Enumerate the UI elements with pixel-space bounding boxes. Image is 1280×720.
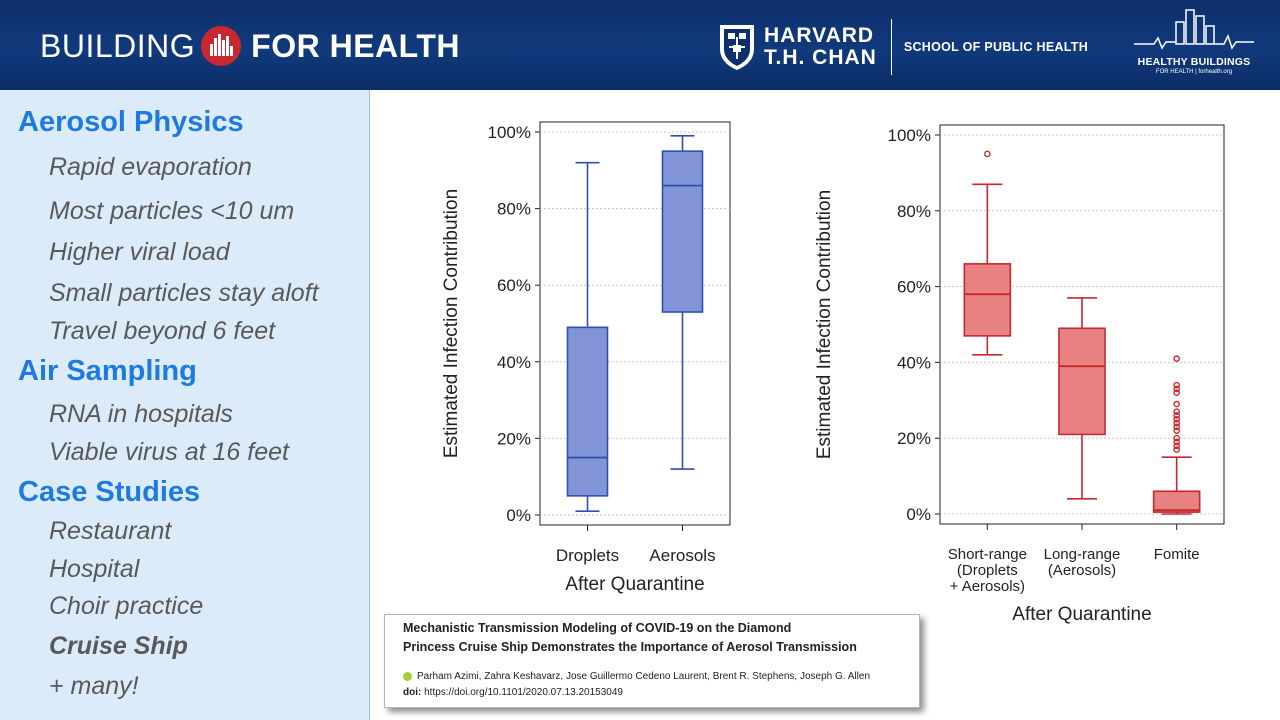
y-tick-label: 80% (897, 202, 931, 221)
outlier-point (1173, 442, 1180, 450)
brand-left-text: BUILDING (40, 27, 196, 64)
plot-frame (539, 121, 731, 526)
list-item: Travel beyond 6 feet (49, 317, 276, 345)
y-axis-label: Estimated Infection Contribution (814, 190, 835, 459)
outlier-point (1173, 446, 1180, 453)
harvard-shield-icon (720, 25, 754, 70)
y-tick-label: 0% (506, 506, 531, 525)
list-item-highlighted: Cruise Ship (49, 632, 188, 660)
paper-doi: doi: https://doi.org/10.1101/2020.07.13.… (403, 687, 919, 698)
box-iqr (566, 326, 609, 497)
x-category-label: Long-range (1044, 546, 1121, 563)
section-title-case-studies: Case Studies (18, 476, 201, 508)
x-category-label: Droplets (556, 546, 619, 565)
building-heartbeat-icon (1134, 9, 1254, 50)
brand-right-text: FOR HEALTH (251, 27, 460, 64)
x-category-label: Fomite (1154, 546, 1200, 563)
outlier-point (1173, 385, 1180, 393)
box-plot-droplets-aerosols: 0% 20% 40% 60% 80% 100% Estimated Infection Co… (441, 121, 731, 595)
box-plot-transmission-routes: 0% 20% 40% 60% 80% 100% Estimated Infection Co… (814, 124, 1225, 625)
header-divider (890, 19, 892, 75)
y-tick-label: 60% (897, 278, 931, 297)
city-skyline-circle-icon (201, 26, 242, 66)
outlier-point (1173, 434, 1180, 442)
x-axis-label: After Quarantine (1012, 604, 1151, 625)
x-category-label: + Aerosols) (950, 578, 1025, 595)
x-category-label: Aerosols (649, 546, 715, 565)
outlier-point (1173, 423, 1180, 431)
header-banner: BUILDING FOR HEALTH HARVARD T.H. CHAN SC… (0, 0, 1280, 90)
outlier-point (1173, 438, 1180, 446)
y-tick-label: 80% (497, 200, 531, 219)
healthy-buildings-title: HEALTHY BUILDINGS (1137, 56, 1251, 68)
list-item: Viable virus at 16 feet (49, 438, 289, 466)
list-item: Choir practice (49, 592, 204, 620)
outlier-point (1173, 419, 1180, 427)
y-tick-label: 40% (497, 353, 531, 372)
box-iqr (661, 150, 704, 313)
y-tick-label: 20% (897, 429, 931, 448)
outlier-point (1173, 400, 1180, 408)
healthy-buildings-subtitle: FOR HEALTH | forhealth.org (1155, 69, 1233, 75)
y-tick-label: 0% (906, 505, 931, 524)
doi-label: doi: (403, 687, 422, 698)
x-category-label: (Aerosols) (1048, 562, 1116, 579)
harvard-chan-logo: HARVARD T.H. CHAN SCHOOL OF PUBLIC HEALT… (718, 18, 1088, 76)
outlier-point (1173, 415, 1180, 423)
list-item: Most particles <10 um (49, 197, 295, 225)
topic-sidebar: Aerosol Physics Rapid evaporation Most p… (0, 90, 370, 720)
list-item: Small particles stay aloft (49, 279, 319, 307)
list-item: Restaurant (49, 517, 172, 545)
outlier-point (1173, 355, 1180, 362)
x-axis-label: After Quarantine (565, 574, 704, 595)
list-item: RNA in hospitals (49, 400, 233, 428)
authors-text: Parham Azimi, Zahra Keshavarz, Jose Guil… (417, 671, 871, 682)
paper-citation-card: Mechanistic Transmission Modeling of COV… (384, 614, 920, 708)
paper-title-line2: Princess Cruise Ship Demonstrates the Im… (403, 640, 857, 654)
healthy-buildings-logo: HEALTHY BUILDINGS FOR HEALTH | forhealth… (1128, 6, 1260, 86)
box-iqr (963, 263, 1012, 337)
y-axis-label: Estimated Infection Contribution (441, 189, 462, 458)
list-item: Rapid evaporation (49, 153, 252, 181)
orcid-icon (403, 672, 412, 681)
list-item: Higher viral load (49, 238, 230, 266)
box-iqr (1058, 327, 1106, 436)
section-title-aerosol-physics: Aerosol Physics (18, 106, 244, 138)
y-tick-label: 60% (497, 276, 531, 295)
paper-title: Mechanistic Transmission Modeling of COV… (403, 619, 919, 657)
paper-authors: Parham Azimi, Zahra Keshavarz, Jose Guil… (403, 671, 919, 682)
outlier-point (1173, 389, 1180, 397)
school-name: SCHOOL OF PUBLIC HEALTH (903, 40, 1089, 54)
doi-link[interactable]: https://doi.org/10.1101/2020.07.13.20153… (424, 687, 623, 698)
x-category-label: Short-range (948, 546, 1027, 563)
y-tick-label: 20% (497, 429, 531, 448)
harvard-name-line2: T.H. CHAN (764, 46, 877, 69)
y-tick-label: 100% (488, 123, 531, 142)
x-category-label: (Droplets (957, 562, 1018, 579)
box-iqr (1152, 490, 1201, 513)
harvard-name-line1: HARVARD (764, 24, 875, 47)
y-tick-label: 100% (888, 126, 931, 145)
paper-title-line1: Mechanistic Transmission Modeling of COV… (403, 621, 792, 635)
outlier-point (1173, 381, 1180, 389)
section-title-air-sampling: Air Sampling (18, 355, 197, 387)
list-item: + many! (49, 672, 139, 700)
outlier-point (1173, 427, 1180, 434)
y-tick-label: 40% (897, 353, 931, 372)
outlier-point (1173, 412, 1180, 419)
list-item: Hospital (49, 555, 140, 583)
outlier-point (1173, 408, 1180, 415)
building-for-health-logo: BUILDING FOR HEALTH (40, 24, 460, 68)
outlier-point (984, 150, 991, 158)
